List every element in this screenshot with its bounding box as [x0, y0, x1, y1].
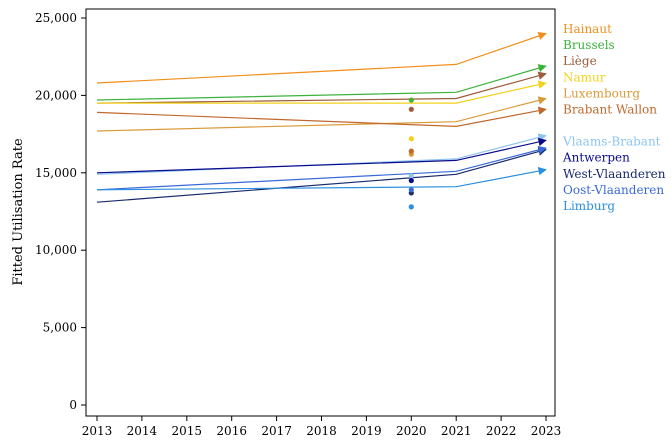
series-line	[96, 96, 547, 132]
series-line	[97, 80, 547, 104]
data-point-2020	[408, 106, 414, 112]
x-tick-label: 2015	[172, 424, 203, 438]
x-tick-label: 2014	[127, 424, 158, 438]
data-point-2020	[408, 173, 414, 179]
legend-entry: Brussels	[563, 38, 615, 52]
x-tick-label: 2019	[351, 424, 382, 438]
plot-border	[85, 8, 556, 417]
series-line	[96, 145, 547, 191]
series-line	[96, 71, 547, 104]
x-tick-label: 2013	[82, 424, 113, 438]
data-point-2020	[408, 177, 414, 184]
data-point-2020	[408, 204, 414, 210]
y-tick-label: 15,000	[35, 166, 77, 180]
legend: Hainaut Brussels Liège Namur Luxembourg Braba…	[562, 22, 666, 213]
x-tick-label: 2017	[261, 424, 292, 438]
legend-entry: Hainaut	[563, 22, 612, 36]
series-line	[96, 64, 547, 101]
legend-entry: Luxembourg	[563, 86, 640, 100]
data-point-2020	[408, 136, 414, 142]
y-axis-label: Fitted Utilisation Rate	[11, 138, 26, 286]
x-tick-label: 2016	[216, 424, 247, 438]
x-tick-label: 2021	[441, 424, 472, 438]
y-tick-label: 25,000	[35, 11, 77, 25]
x-axis: 2013 2014 2015 2016 2017 2018 2019 2020 2021 2022…	[82, 416, 562, 438]
data-point-2020	[408, 97, 414, 103]
series-line	[96, 31, 547, 84]
plot-area	[85, 8, 556, 417]
legend-entry: Vlaams-Brabant	[562, 135, 661, 149]
legend-entry: Namur	[563, 70, 606, 84]
y-axis: 0 5,000 10,000 15,000 20,000 25,000	[35, 11, 86, 412]
x-tick-label: 2020	[396, 424, 427, 438]
series-line	[96, 137, 547, 174]
legend-entry: Oost-Vlaanderen	[563, 183, 664, 197]
y-tick-label: 10,000	[35, 243, 77, 257]
y-tick-label: 20,000	[35, 88, 77, 102]
x-tick-label: 2018	[306, 424, 337, 438]
dots-2020	[408, 97, 414, 210]
series-lines	[96, 31, 547, 203]
y-tick-label: 0	[69, 398, 77, 412]
series-line	[96, 106, 547, 128]
x-tick-label: 2023	[531, 424, 562, 438]
series-line	[96, 166, 547, 191]
data-point-2020	[408, 148, 414, 154]
legend-entry: Limburg	[563, 199, 615, 213]
legend-entry: Antwerpen	[562, 151, 630, 165]
data-point-2020	[408, 187, 414, 193]
series-line	[96, 147, 547, 203]
legend-entry: Liège	[563, 54, 597, 68]
y-tick-label: 5,000	[43, 321, 77, 335]
legend-entry: Brabant Wallon	[563, 103, 657, 117]
x-tick-label: 2022	[486, 424, 517, 438]
legend-entry: West-Vlaanderen	[563, 167, 666, 181]
